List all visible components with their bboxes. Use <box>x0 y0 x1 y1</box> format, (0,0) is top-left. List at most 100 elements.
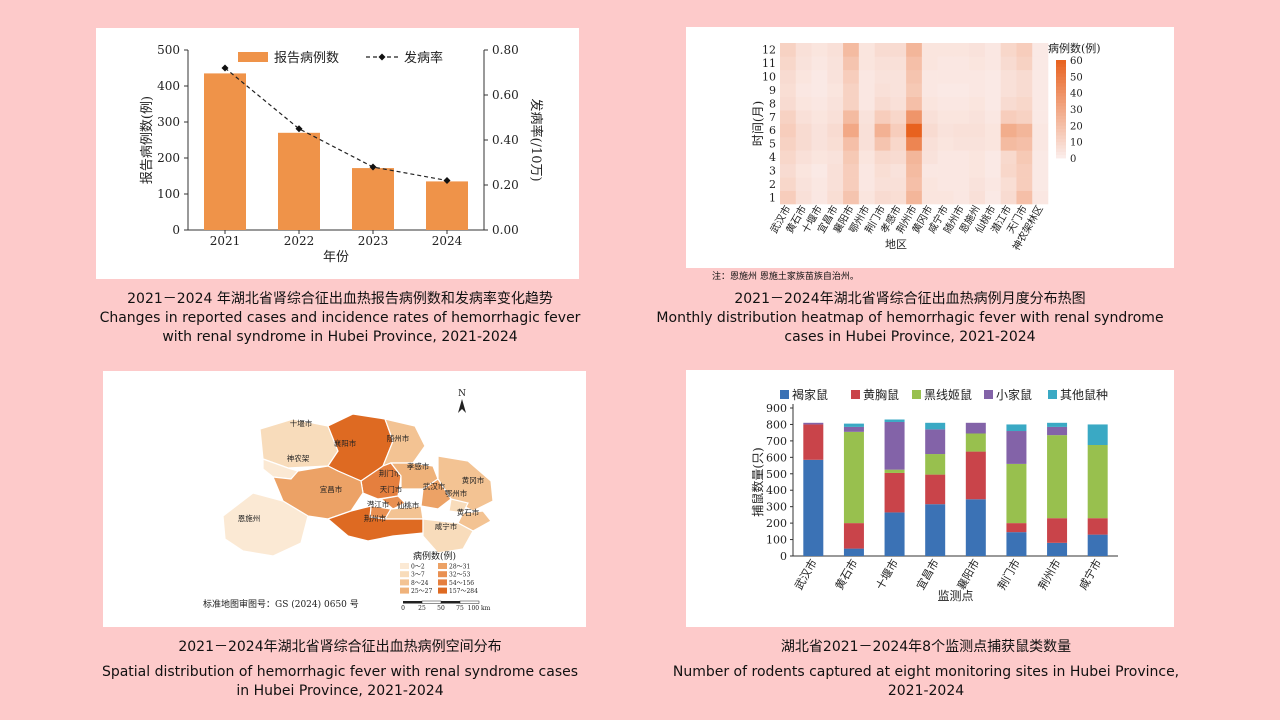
heatmap-cell <box>984 83 1002 97</box>
heatmap-cell <box>827 43 844 57</box>
stacked-bar-segment <box>1006 523 1027 533</box>
heatmap-month-label: 5 <box>769 138 776 151</box>
heatmap-cell <box>984 56 1002 71</box>
heatmap-cell <box>890 96 907 111</box>
x-tick-label: 荆州市 <box>1035 557 1064 593</box>
heatmap-cell <box>843 110 860 124</box>
heatmap-cell <box>795 177 812 191</box>
map-region-label: 仙桃市 <box>397 500 420 510</box>
legend-swatch <box>1048 390 1057 399</box>
heatmap-cell <box>827 69 844 84</box>
y-tick-label: 0 <box>780 550 787 563</box>
rodent-stacked-bar-chart: 0 100 200 300 400 500 600 700 800 900 武汉市 黄石市 十堰市 宜昌市… <box>750 387 1118 603</box>
stacked-bar-segment <box>965 422 986 434</box>
caption-rodents-en-line1: Number of rodents captured at eight moni… <box>672 664 1180 680</box>
heatmap-cell <box>811 110 828 124</box>
map-region-黄石市 <box>457 510 492 532</box>
heatmap-cell <box>874 136 891 151</box>
map-region-label: 荆州市 <box>364 513 387 523</box>
stacked-bar-segment <box>965 499 986 556</box>
heatmap-cell <box>858 163 875 178</box>
heatmap-cell <box>811 43 828 57</box>
stacked-bar-segment <box>843 431 864 524</box>
map-region-label: 黄冈市 <box>462 475 485 485</box>
heatmap-cell <box>1032 150 1049 165</box>
heatmap-cell <box>1016 150 1033 165</box>
heatmap-cell <box>858 69 875 84</box>
colorbar-segment <box>1056 151 1066 156</box>
heatmap-cell <box>984 110 1002 124</box>
legend-swatch <box>851 390 860 399</box>
colorbar-segment <box>1056 128 1066 133</box>
legend-label: 小家鼠 <box>996 387 1032 402</box>
map-region-label: 荆门市 <box>379 468 402 478</box>
heatmap-note: 注：恩施州 恩施土家族苗族自治州。 <box>712 272 859 282</box>
heatmap-cell <box>874 163 891 178</box>
heatmap-cell <box>969 110 986 124</box>
colorbar-segment <box>1056 154 1066 159</box>
heatmap-cell <box>969 43 986 57</box>
colorbar-segment <box>1056 89 1066 94</box>
heatmap-cell <box>780 110 797 124</box>
bar-cases <box>204 73 246 231</box>
heatmap-cell <box>811 96 828 111</box>
heatmap-cell <box>874 83 891 97</box>
stacked-bar-segment <box>884 469 905 473</box>
x-tick-label: 十堰市 <box>873 557 902 593</box>
colorbar-tick-label: 20 <box>1070 121 1083 132</box>
heatmap-cell <box>795 110 812 124</box>
heatmap-cell <box>890 110 907 124</box>
heatmap-cell <box>1016 163 1033 178</box>
heatmap-cell <box>811 83 828 97</box>
heatmap-cell <box>780 56 797 71</box>
heatmap-cell <box>953 163 970 178</box>
heatmap-month-label: 1 <box>769 191 776 204</box>
heatmap-cell <box>906 56 923 71</box>
legend-swatch-incidence-marker <box>378 53 386 61</box>
heatmap-cell <box>984 123 1002 138</box>
stacked-bar-segment <box>803 459 824 556</box>
heatmap-cell <box>858 177 875 191</box>
stacked-bar-segment <box>925 429 946 455</box>
heatmap-cell <box>1000 110 1017 124</box>
legend-swatch <box>912 390 921 399</box>
colorbar-tick-label: 40 <box>1070 89 1083 100</box>
y-tick-label: 100 <box>157 187 180 201</box>
heatmap-cell <box>984 177 1002 191</box>
colorbar-segment <box>1056 102 1066 107</box>
caption-map-zh: 2021－2024年湖北省肾综合征出血热病例空间分布 <box>178 639 502 655</box>
heatmap-cell <box>858 190 875 205</box>
y-tick-label: 800 <box>766 418 787 431</box>
heatmap-cell <box>984 150 1002 165</box>
map-legend-swatch <box>438 579 447 586</box>
heatmap-cell <box>937 136 954 151</box>
map-region-荆门市 <box>360 462 402 500</box>
x-tick-label: 2023 <box>358 234 389 248</box>
caption-cases-trend-en-line1: Changes in reported cases and incidence … <box>99 310 581 326</box>
heatmap-cell <box>1000 96 1017 111</box>
map-region-咸宁市 <box>422 518 474 554</box>
map-legend-label: 157～284 <box>449 588 478 595</box>
heatmap-cell <box>874 150 891 165</box>
heatmap-month-label: 3 <box>769 164 776 177</box>
map-region-label: 随州市 <box>387 433 410 443</box>
caption-cases-trend: 2021－2024 年湖北省肾综合征出血热报告病例数和发病率变化趋势 Chang… <box>80 290 600 347</box>
map-legend-swatch <box>400 587 409 594</box>
incidence-point <box>221 64 229 72</box>
colorbar-segment <box>1056 109 1066 113</box>
heatmap-cell <box>969 163 986 178</box>
cases-incidence-chart: 0 100 200 300 400 500 0.00 0.20 0.40 0.60 0.80 2021… <box>140 43 544 265</box>
heatmap-cell <box>890 43 907 57</box>
heatmap-cell <box>953 150 970 165</box>
heatmap-cell <box>795 163 812 178</box>
caption-heatmap-zh: 2021－2024年湖北省肾综合征出血热病例月度分布热图 <box>734 291 1086 307</box>
colorbar-segment <box>1056 122 1066 126</box>
north-label: N <box>458 389 466 399</box>
x-axis-title: 监测点 <box>937 589 973 603</box>
heatmap-cell <box>937 123 954 138</box>
caption-heatmap: 2021－2024年湖北省肾综合征出血热病例月度分布热图 Monthly dis… <box>650 290 1170 347</box>
heatmap-cell <box>843 190 860 205</box>
heatmap-cell <box>811 190 828 205</box>
heatmap-cell <box>1000 163 1017 178</box>
